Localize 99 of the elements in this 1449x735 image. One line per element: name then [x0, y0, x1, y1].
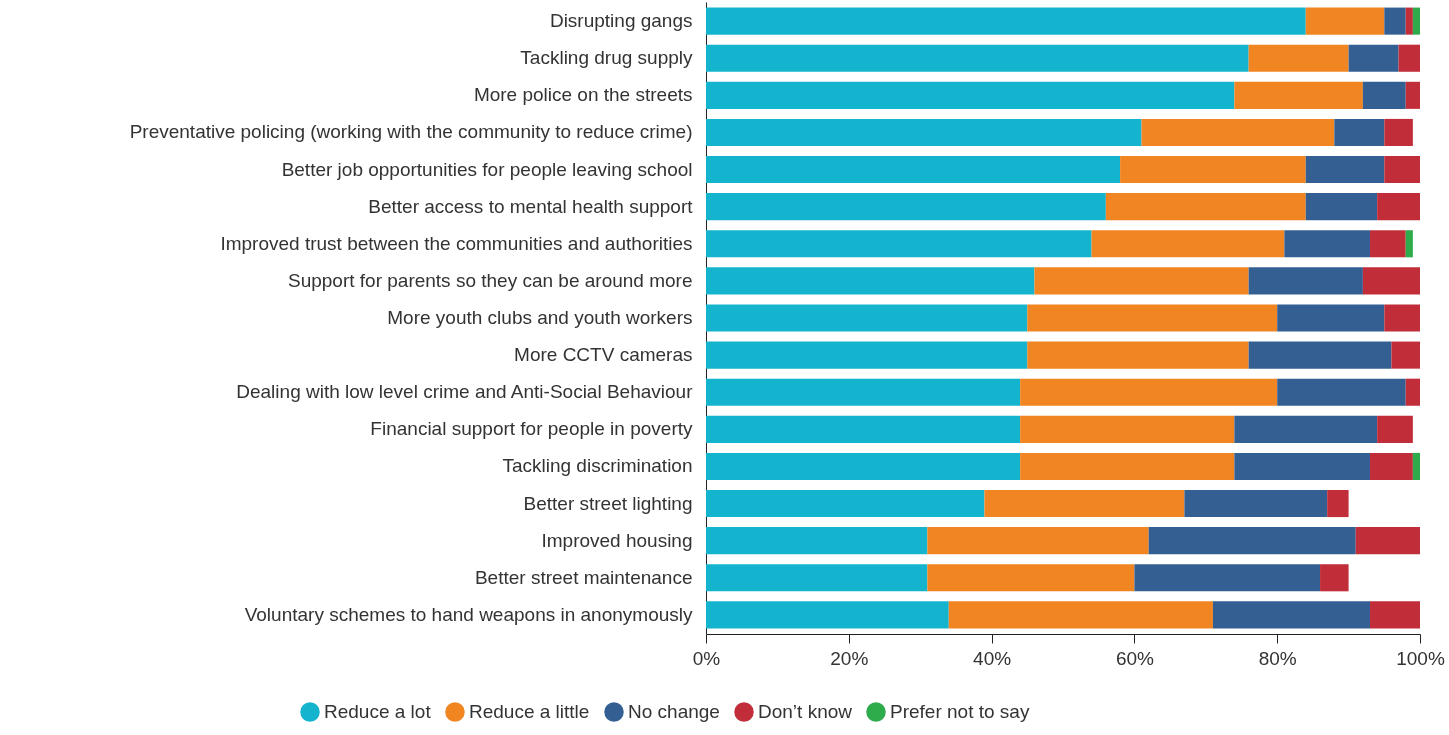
bar — [927, 527, 1149, 555]
x-tick-label: 0% — [692, 647, 721, 669]
bar — [1120, 156, 1306, 184]
y-tick-label: Dealing with low level crime and Anti-Social Behaviour — [236, 381, 694, 403]
bar — [1405, 81, 1420, 109]
y-tick-label: Disrupting gangs — [549, 10, 693, 32]
bar — [706, 564, 928, 592]
bar — [1248, 341, 1392, 369]
bar — [706, 378, 1021, 406]
x-tick-label: 100% — [1396, 647, 1445, 669]
bar — [1305, 7, 1385, 35]
x-tick-label: 40% — [973, 647, 1012, 669]
y-tick-label: More police on the streets — [473, 84, 693, 106]
bar — [1248, 267, 1363, 295]
legend-label: Reduce a little — [469, 701, 590, 722]
bar — [1327, 490, 1349, 518]
bar — [1020, 452, 1235, 480]
bar — [1284, 230, 1371, 258]
y-tick-label: Better street maintenance — [474, 566, 693, 588]
bar — [927, 564, 1135, 592]
bar — [1377, 415, 1413, 443]
bar — [1398, 44, 1420, 72]
bar — [1384, 7, 1406, 35]
y-tick-label: Support for parents so they can be around more — [287, 269, 693, 291]
y-tick-label: Better access to mental health support — [368, 195, 694, 217]
bar — [1277, 304, 1385, 332]
bar — [1384, 304, 1420, 332]
bar — [706, 415, 1021, 443]
bar — [1405, 378, 1420, 406]
bar — [984, 490, 1185, 518]
x-tick-label: 20% — [830, 647, 869, 669]
bar — [1405, 7, 1413, 35]
y-tick-label: Financial support for people in poverty — [370, 418, 693, 440]
legend-label: Don’t know — [758, 701, 853, 722]
bar — [1412, 7, 1420, 35]
bar — [706, 81, 1235, 109]
bar — [706, 44, 1249, 72]
y-tick-label: Improved housing — [541, 529, 693, 551]
y-tick-label: Voluntary schemes to hand weapons in anonymously — [244, 603, 693, 625]
y-tick-label: Tackling discrimination — [502, 455, 693, 477]
y-tick-label: Improved trust between the communities and authorities — [220, 232, 693, 254]
bar — [706, 527, 928, 555]
y-tick-label: Better street lighting — [523, 492, 693, 514]
bar — [1362, 267, 1420, 295]
bar — [1370, 601, 1420, 629]
bar — [706, 118, 1142, 146]
bar — [1305, 193, 1378, 221]
bar — [1277, 378, 1406, 406]
legend-label: Prefer not to say — [890, 701, 1030, 722]
bar — [1384, 118, 1413, 146]
bar — [1148, 527, 1356, 555]
bar — [706, 7, 1306, 35]
bar — [1355, 527, 1420, 555]
bar — [1348, 44, 1399, 72]
bar — [1141, 118, 1335, 146]
bar — [1027, 304, 1278, 332]
y-tick-label: Better job opportunities for people leaving school — [281, 158, 693, 180]
bar — [706, 193, 1106, 221]
bar — [1184, 490, 1328, 518]
bar — [706, 267, 1035, 295]
bar — [1384, 156, 1420, 184]
bar — [1027, 341, 1249, 369]
bar — [1334, 118, 1385, 146]
bar — [706, 490, 985, 518]
bar — [706, 452, 1021, 480]
bar — [1034, 267, 1249, 295]
y-tick-label: More CCTV cameras — [514, 344, 693, 366]
bar — [1212, 601, 1371, 629]
bar — [1234, 81, 1363, 109]
bar — [1020, 415, 1235, 443]
x-tick-label: 60% — [1115, 647, 1155, 669]
bar — [1091, 230, 1285, 258]
bar — [706, 156, 1121, 184]
bar — [706, 601, 949, 629]
legend-label: Reduce a lot — [324, 701, 432, 722]
bar — [706, 341, 1028, 369]
bar — [1377, 193, 1420, 221]
legend-label: No change — [628, 701, 720, 722]
bar — [706, 304, 1028, 332]
bar — [1370, 230, 1406, 258]
bar — [1320, 564, 1349, 592]
bar — [1405, 230, 1413, 258]
bar — [1020, 378, 1278, 406]
bar — [706, 230, 1092, 258]
y-tick-label: Preventative policing (working with the community to reduce crime) — [129, 121, 693, 143]
y-tick-label: Tackling drug supply — [520, 47, 693, 69]
bar — [1412, 452, 1420, 480]
y-tick-label: More youth clubs and youth workers — [387, 307, 693, 328]
bar — [1234, 452, 1371, 480]
bar — [1305, 156, 1385, 184]
bar — [1234, 415, 1378, 443]
bar — [1105, 193, 1306, 221]
bar — [1391, 341, 1420, 369]
bar — [1248, 44, 1349, 72]
bar — [948, 601, 1213, 629]
bar — [1370, 452, 1413, 480]
bar — [1362, 81, 1406, 109]
x-tick-label: 80% — [1258, 647, 1297, 669]
bar — [1134, 564, 1321, 592]
